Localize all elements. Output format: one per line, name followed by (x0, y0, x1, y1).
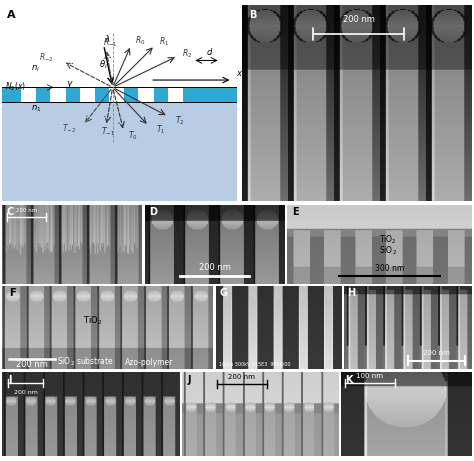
Text: 200 nm: 200 nm (16, 360, 48, 369)
Text: F: F (9, 288, 15, 298)
Text: 200 nm: 200 nm (16, 208, 37, 213)
Text: $T_{-1}$: $T_{-1}$ (101, 126, 116, 138)
Text: $T_2$: $T_2$ (175, 114, 185, 127)
Bar (2, 5, 237, 95)
Bar (2, 88, 237, 102)
Text: 200 nm: 200 nm (199, 263, 230, 272)
Bar (138, 88, 154, 102)
Text: B: B (249, 11, 256, 20)
Text: I: I (8, 374, 11, 384)
Text: E: E (292, 207, 299, 218)
Text: D: D (149, 207, 157, 218)
Bar (168, 88, 183, 102)
Text: $T_0$: $T_0$ (128, 129, 138, 142)
Text: $x$: $x$ (236, 69, 243, 78)
Text: 200 nm: 200 nm (343, 15, 375, 24)
Text: 200 nm: 200 nm (14, 390, 37, 395)
Text: $T_1$: $T_1$ (156, 124, 165, 136)
Bar (50, 88, 66, 102)
Text: $R_0$: $R_0$ (135, 35, 146, 47)
Text: A: A (7, 11, 16, 20)
Text: $N_2(x)$: $N_2(x)$ (5, 80, 26, 93)
Text: Azo-polymer: Azo-polymer (125, 358, 173, 366)
Text: J: J (187, 374, 191, 384)
Text: H: H (347, 288, 356, 298)
Text: $R_{-1}$: $R_{-1}$ (103, 36, 118, 49)
Text: 300 nm: 300 nm (375, 264, 404, 273)
Bar (2, 95, 237, 201)
Text: $\theta_i$: $\theta_i$ (99, 59, 107, 71)
Text: 100 nm: 100 nm (356, 373, 383, 379)
Text: TiO$_2$: TiO$_2$ (82, 314, 102, 327)
Text: 10μm 300kV 915E3  9926/00: 10μm 300kV 915E3 9926/00 (219, 362, 291, 367)
Text: $R_2$: $R_2$ (182, 48, 192, 60)
Text: 200 nm: 200 nm (423, 350, 450, 356)
Text: C: C (7, 207, 14, 218)
Text: K: K (345, 374, 353, 384)
Text: $\gamma$: $\gamma$ (66, 79, 73, 90)
Text: SiO$_2$ substrate: SiO$_2$ substrate (57, 355, 114, 368)
Bar (21, 88, 36, 102)
Text: 200 nm: 200 nm (228, 374, 255, 380)
Text: $d$: $d$ (207, 46, 214, 57)
Text: $R_1$: $R_1$ (159, 35, 169, 47)
Text: TiO$_2$: TiO$_2$ (379, 234, 397, 246)
Text: SiO$_2$: SiO$_2$ (379, 245, 397, 257)
Bar (109, 88, 124, 102)
Text: $n_i$: $n_i$ (30, 63, 39, 74)
Bar (80, 88, 95, 102)
Text: G: G (219, 288, 228, 298)
Text: $R_{-2}$: $R_{-2}$ (39, 51, 54, 64)
Text: $n_1$: $n_1$ (30, 103, 41, 114)
Text: $T_{-2}$: $T_{-2}$ (62, 123, 76, 136)
Text: $\lambda$: $\lambda$ (104, 33, 110, 44)
